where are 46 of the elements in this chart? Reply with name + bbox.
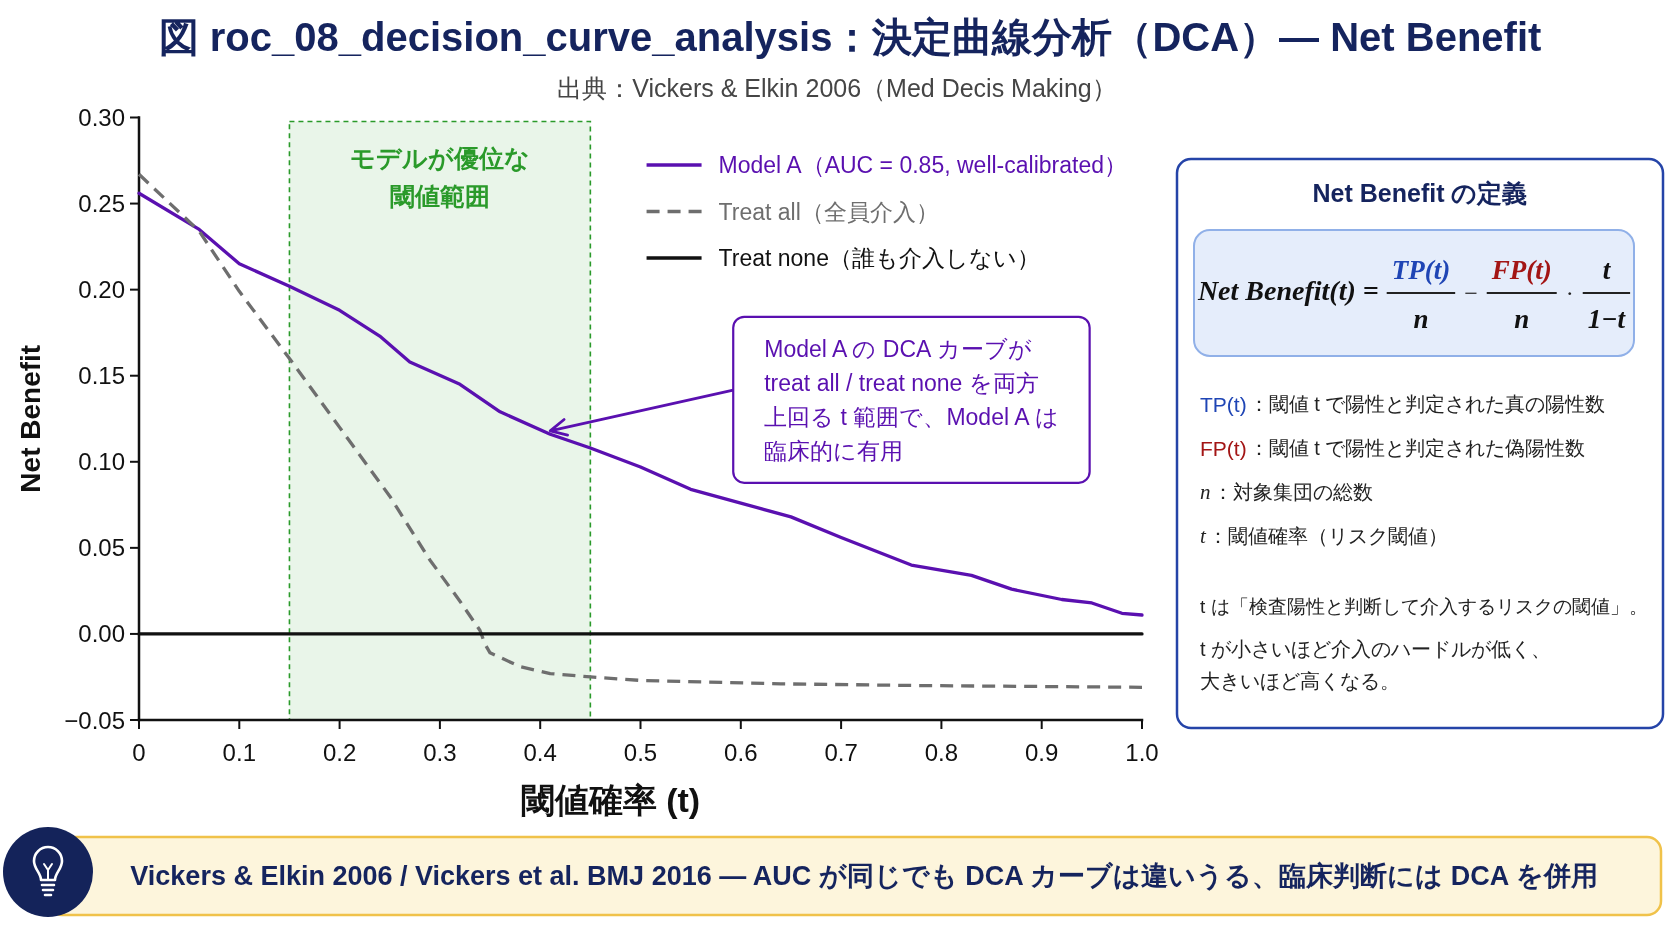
x-tick-label: 0.5 (623, 738, 658, 766)
text: n (1413, 304, 1429, 334)
x-tick-label: 0.3 (423, 738, 457, 766)
x-tick-label: 0.1 (222, 738, 256, 766)
annotation: Model A の DCA カーブが treat all / treat none を両方上回る t 範囲で、Model A は臨床的に有用 (764, 335, 1059, 464)
chart-subtitle: 出典：Vickers & Elkin 2006（Med Decis Making） (557, 74, 1117, 102)
text: Vickers & Elkin 2006 / Vickers et al. BMJ 2016 — AUC が同じでも DCA カーブは違いうる、臨床判断には DCA を併用 (130, 861, 1598, 891)
x-tick-label: 0.7 (824, 738, 858, 766)
text: n：対象集団の総数 (1200, 480, 1373, 504)
x-tick-label: 1.0 (1125, 738, 1159, 766)
y-tick-label: 0.20 (78, 276, 125, 304)
text: n (1514, 304, 1530, 334)
text: t が小さいほど介入のハードルが低く、 (1200, 638, 1552, 660)
chart-title: 図 roc_08_decision_curve_analysis：決定曲線分析（DCA）— Net Benefit (158, 15, 1542, 59)
text: t は「検査陽性と判断して介入するリスクの閾値」。 (1200, 595, 1648, 617)
y-tick-label: 0.05 (78, 534, 125, 562)
y-tick-label: −0.05 (64, 706, 125, 734)
x-axis-title: 閾値確率 (t) (520, 781, 701, 819)
x-tick-label: 0.6 (724, 738, 758, 766)
legend-label: Model A（AUC = 0.85, well-calibrated） (718, 152, 1127, 178)
y-axis-title: Net Benefit (14, 344, 46, 493)
text: FP(t)：閾値 t で陽性と判定された偽陽性数 (1200, 436, 1586, 460)
text: FP(t) (1490, 255, 1552, 285)
x-tick-label: 0.9 (1025, 738, 1059, 766)
x-tick-label: 0.2 (322, 738, 357, 766)
text: t：閾値確率（リスク閾値） (1200, 524, 1448, 548)
text: · (1565, 280, 1574, 306)
legend-label: Treat none（誰も介入しない） (718, 245, 1040, 271)
y-tick-label: 0.30 (78, 104, 125, 131)
x-tick-label: 0.8 (924, 738, 959, 766)
text: 1−t (1587, 304, 1627, 334)
text: 大きいほど高くなる。 (1200, 670, 1400, 692)
text: TP(t)：閾値 t で陽性と判定された真の陽性数 (1200, 392, 1606, 416)
y-tick-label: 0.25 (78, 190, 125, 218)
text: Net Benefit の定義 (1312, 179, 1528, 207)
text: Net Benefit(t) = (1196, 274, 1379, 306)
legend-label: Treat all（全員介入） (718, 198, 939, 225)
y-tick-label: 0.15 (78, 362, 125, 390)
text: TP(t) (1391, 255, 1451, 285)
y-tick-label: 0.00 (78, 620, 125, 648)
text: − (1464, 280, 1478, 306)
text: t (1602, 255, 1612, 285)
x-tick-label: 0 (132, 738, 146, 766)
x-tick-label: 0.4 (523, 738, 557, 766)
y-tick-label: 0.10 (78, 448, 125, 476)
band-label: モデルが優位な閾値範囲 (349, 143, 530, 210)
